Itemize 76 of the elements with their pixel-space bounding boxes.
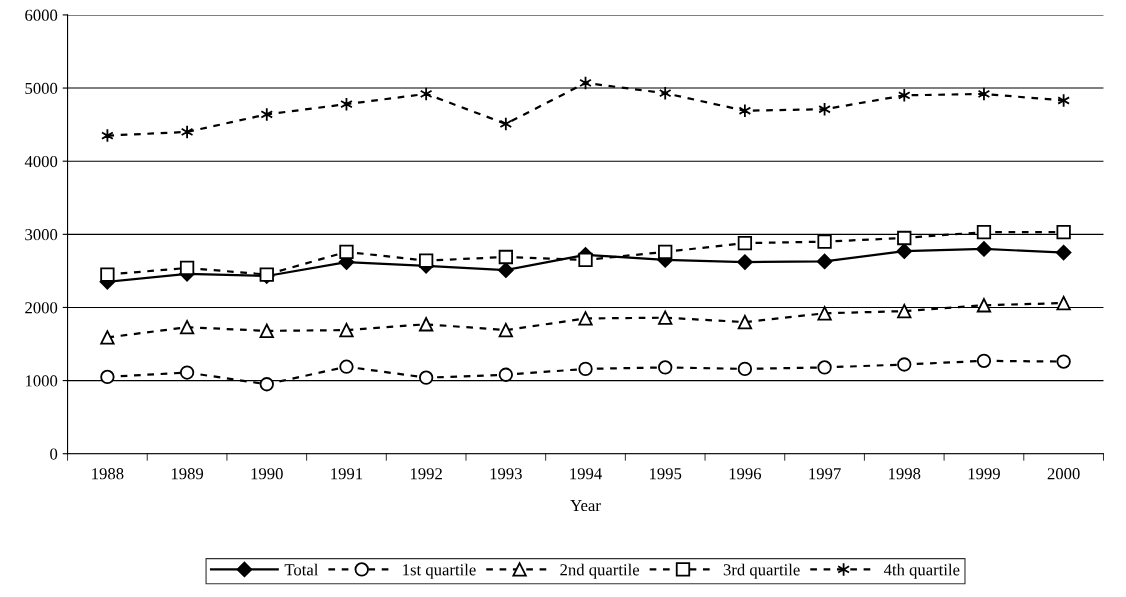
point [977, 86, 991, 102]
x-tick-label: 1997 [809, 468, 841, 480]
point [418, 370, 434, 385]
point [976, 241, 992, 257]
point [1057, 93, 1070, 108]
point [260, 107, 274, 122]
y-tick-label: 5000 [25, 82, 58, 94]
y-tick-label: 4000 [24, 155, 58, 168]
x-tick-label: 1990 [251, 468, 283, 480]
point [896, 243, 913, 259]
point [897, 230, 912, 246]
x-tick-label: 1998 [889, 468, 921, 480]
point [817, 234, 832, 249]
point [1056, 295, 1071, 311]
x-tick-label: 1999 [968, 468, 1000, 480]
y-tick-label: 0 [50, 448, 58, 460]
x-axis-title: Year [570, 500, 601, 512]
y-tick-label: 1000 [25, 375, 58, 387]
y-tick-label: 6000 [25, 9, 58, 21]
point [817, 306, 832, 321]
point [737, 314, 753, 330]
y-tick-label: 3000 [25, 229, 58, 241]
point [498, 367, 513, 382]
point [1056, 224, 1071, 240]
point [498, 322, 513, 338]
y-tick-label: 2000 [25, 302, 58, 314]
legend-label: 4th quartile [883, 563, 960, 579]
point [897, 88, 911, 103]
point [419, 86, 433, 102]
point [897, 303, 912, 319]
point [498, 262, 514, 278]
point [339, 244, 354, 260]
point [578, 252, 593, 268]
point [1055, 244, 1072, 261]
point [498, 249, 513, 265]
point [100, 330, 115, 345]
x-tick-label: 1996 [729, 468, 762, 480]
point [737, 361, 753, 377]
x-tick-label: 1988 [92, 468, 124, 480]
point [817, 360, 832, 375]
legend-label: Total [284, 563, 319, 576]
x-tick-label: 2000 [1047, 468, 1080, 480]
point [339, 359, 354, 374]
point [976, 353, 992, 368]
point [658, 244, 673, 260]
point [418, 253, 434, 268]
point [259, 377, 274, 392]
x-tick-label: 1989 [171, 468, 204, 480]
x-tick-label: 1994 [570, 468, 602, 480]
x-tick-label: 1992 [410, 468, 442, 480]
point [897, 357, 912, 372]
point [738, 103, 752, 118]
x-tick-label: 1995 [650, 468, 682, 480]
point [339, 322, 354, 338]
legend-label: 1st quartile [403, 563, 476, 579]
point [976, 224, 992, 240]
point [179, 260, 195, 276]
point [578, 361, 593, 377]
point [1056, 354, 1071, 369]
x-tick-label: 1993 [490, 468, 522, 480]
point [180, 124, 194, 140]
point [100, 267, 115, 282]
point [737, 254, 753, 270]
legend-label: 3rd quartile [723, 563, 800, 579]
point [816, 253, 833, 270]
point [658, 360, 673, 375]
x-tick-label: 1991 [331, 468, 363, 480]
point [179, 365, 195, 380]
point [100, 369, 115, 385]
point [658, 86, 672, 101]
point [179, 320, 195, 335]
point [976, 298, 992, 313]
point [578, 311, 593, 326]
point [418, 317, 434, 332]
legend-label: 2nd quartile [560, 563, 640, 579]
point [737, 235, 753, 251]
